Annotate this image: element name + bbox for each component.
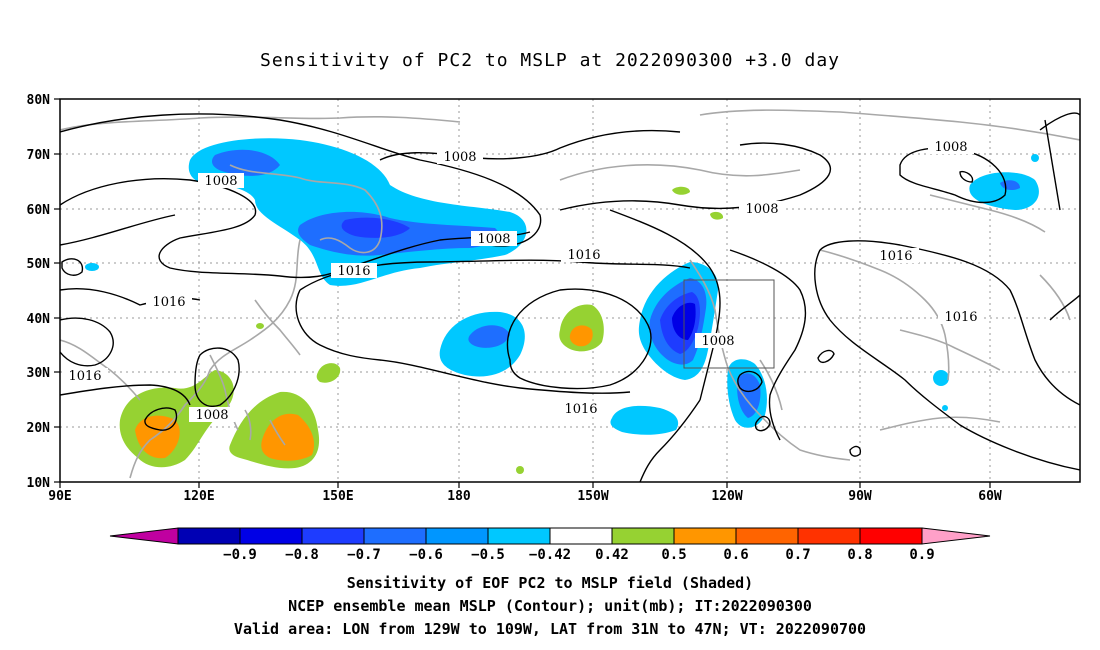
caption-line-1: Sensitivity of EOF PC2 to MSLP field (Sh…: [346, 574, 754, 592]
contour-label: 1008: [443, 150, 476, 165]
colorbar-swatch: [859, 527, 923, 545]
negative-region-labrador: [969, 172, 1039, 210]
colorbar-tick-label: −0.7: [347, 547, 381, 563]
lon-label: 60W: [978, 489, 1002, 504]
colorbar-swatch: [673, 527, 737, 545]
colorbar-swatch: [735, 527, 799, 545]
lat-label: 40N: [27, 312, 51, 327]
colorbar-tick-label: 0.9: [909, 547, 934, 563]
colorbar-swatch: [363, 527, 427, 545]
colorbar-swatch: [549, 527, 613, 545]
contour-labels: 1008 1008 1008 1008 1008 1008 1008 1016 …: [62, 139, 984, 423]
colorbar-max-arrow: [921, 527, 991, 545]
lon-label: 90W: [848, 489, 872, 504]
lat-label: 80N: [27, 93, 51, 108]
lat-label: 30N: [27, 366, 51, 381]
lat-label: 20N: [27, 421, 51, 436]
lon-label: 150W: [577, 489, 608, 504]
colorbar-min-arrow: [109, 527, 179, 545]
contour-label: 1016: [879, 249, 912, 264]
colorbar-tick-label: −0.6: [409, 547, 443, 563]
lon-axis-labels: 90E 120E 150E 180 150W 120W 90W 60W: [48, 489, 1002, 504]
colorbar: −0.9 −0.8 −0.7 −0.6 −0.5 −0.42 0.42 0.5 0.6 0.7 0.…: [109, 527, 991, 563]
axis-ticks: [54, 98, 991, 488]
negative-region-subtropical: [610, 405, 679, 435]
coastlines: [60, 109, 1080, 479]
lat-label: 60N: [27, 203, 51, 218]
contour-label: 1008: [745, 202, 778, 217]
lon-label: 150E: [322, 489, 353, 504]
caption-line-2: NCEP ensemble mean MSLP (Contour); unit(…: [288, 597, 812, 615]
caption-line-3: Valid area: LON from 129W to 109W, LAT f…: [233, 620, 867, 638]
colorbar-swatch: [611, 527, 675, 545]
contour-label: 1016: [337, 264, 370, 279]
contour-label: 1008: [477, 232, 510, 247]
contour-label: 1008: [934, 140, 967, 155]
colorbar-tick-label: 0.8: [847, 547, 872, 563]
map-frame: [59, 98, 1081, 483]
lon-label: 180: [447, 489, 471, 504]
lat-label: 10N: [27, 476, 51, 491]
negative-region-siberia-deep: [341, 217, 410, 238]
colorbar-tick-label: −0.8: [285, 547, 319, 563]
contour-label: 1016: [567, 248, 600, 263]
colorbar-tick-label: −0.9: [223, 547, 257, 563]
colorbar-tick-label: −0.42: [529, 547, 571, 563]
contour-label: 1016: [564, 402, 597, 417]
contour-label: 1016: [944, 310, 977, 325]
lon-label: 120E: [183, 489, 214, 504]
chart-title: Sensitivity of PC2 to MSLP at 2022090300…: [259, 50, 840, 71]
colorbar-tick-label: 0.7: [785, 547, 810, 563]
valid-area-box: [683, 279, 775, 369]
lon-label: 90E: [48, 489, 71, 504]
contour-label: 1008: [701, 334, 734, 349]
lon-label: 120W: [711, 489, 742, 504]
sensitivity-shading: [85, 138, 1039, 474]
lat-label: 50N: [27, 257, 51, 272]
colorbar-swatch: [797, 527, 861, 545]
lat-axis-labels: 80N 70N 60N 50N 40N 30N 20N 10N: [27, 93, 51, 491]
colorbar-swatch: [177, 527, 241, 545]
negative-region-siberia-core: [212, 149, 499, 256]
colorbar-swatch: [425, 527, 489, 545]
contour-label: 1008: [204, 174, 237, 189]
colorbar-tick-label: 0.6: [723, 547, 748, 563]
lat-label: 70N: [27, 148, 51, 163]
colorbar-tick-label: 0.42: [595, 547, 629, 563]
colorbar-tick-label: −0.5: [471, 547, 505, 563]
contour-label: 1008: [195, 408, 228, 423]
colorbar-swatch: [301, 527, 365, 545]
colorbar-swatch: [239, 527, 303, 545]
colorbar-swatch: [487, 527, 551, 545]
contour-label: 1016: [152, 295, 185, 310]
colorbar-tick-label: 0.5: [661, 547, 686, 563]
contour-label: 1016: [68, 369, 101, 384]
